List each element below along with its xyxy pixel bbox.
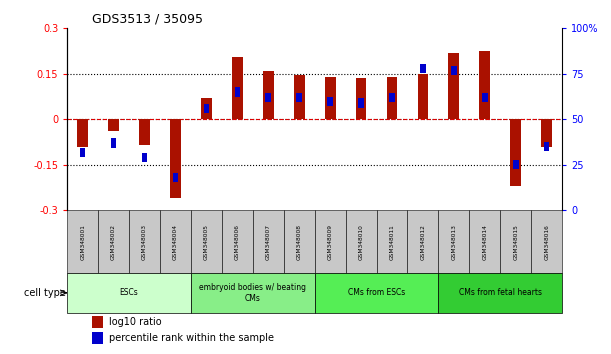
Bar xyxy=(356,78,367,119)
Text: GSM348003: GSM348003 xyxy=(142,224,147,260)
Bar xyxy=(315,210,346,273)
Bar xyxy=(448,53,459,119)
Bar xyxy=(510,119,521,186)
Bar xyxy=(232,57,243,119)
Text: GSM348013: GSM348013 xyxy=(452,224,456,259)
Bar xyxy=(315,273,439,313)
Text: GSM348005: GSM348005 xyxy=(204,224,209,260)
Bar xyxy=(284,210,315,273)
Bar xyxy=(129,210,160,273)
Bar xyxy=(201,98,212,119)
Bar xyxy=(191,273,315,313)
Bar xyxy=(67,210,98,273)
Text: CMs from fetal hearts: CMs from fetal hearts xyxy=(459,289,542,297)
Text: percentile rank within the sample: percentile rank within the sample xyxy=(109,333,274,343)
Bar xyxy=(139,119,150,145)
Bar xyxy=(500,210,531,273)
Bar xyxy=(92,332,103,344)
Bar xyxy=(482,93,488,102)
Bar xyxy=(451,65,456,75)
Text: GDS3513 / 35095: GDS3513 / 35095 xyxy=(92,13,203,26)
Bar xyxy=(469,210,500,273)
Bar xyxy=(294,75,305,119)
Bar xyxy=(358,98,364,108)
Bar xyxy=(108,119,119,131)
Bar xyxy=(387,77,397,119)
Bar xyxy=(67,273,191,313)
Text: GSM348014: GSM348014 xyxy=(482,224,488,259)
Bar xyxy=(531,210,562,273)
Text: GSM348006: GSM348006 xyxy=(235,224,240,259)
Bar xyxy=(235,87,240,97)
Text: GSM348009: GSM348009 xyxy=(327,224,332,260)
Text: GSM348008: GSM348008 xyxy=(297,224,302,260)
Bar xyxy=(439,210,469,273)
Bar xyxy=(191,210,222,273)
Bar xyxy=(327,97,333,106)
Text: GSM348011: GSM348011 xyxy=(389,224,395,259)
Bar xyxy=(544,142,549,151)
Bar xyxy=(142,153,147,162)
Bar xyxy=(111,138,116,148)
Bar xyxy=(266,93,271,102)
Text: GSM348016: GSM348016 xyxy=(544,224,549,259)
Text: CMs from ESCs: CMs from ESCs xyxy=(348,289,405,297)
Text: GSM348002: GSM348002 xyxy=(111,224,116,260)
Bar xyxy=(98,210,129,273)
Bar xyxy=(408,210,439,273)
Text: GSM348012: GSM348012 xyxy=(420,224,425,259)
Text: cell type: cell type xyxy=(24,288,65,298)
Bar xyxy=(346,210,376,273)
Text: ESCs: ESCs xyxy=(120,289,139,297)
Text: embryoid bodies w/ beating
CMs: embryoid bodies w/ beating CMs xyxy=(199,283,306,303)
Text: log10 ratio: log10 ratio xyxy=(109,317,162,327)
Bar xyxy=(160,210,191,273)
Bar xyxy=(541,119,552,147)
Bar xyxy=(222,210,253,273)
Bar xyxy=(80,148,86,157)
Bar xyxy=(513,160,519,170)
Bar xyxy=(170,119,181,198)
Bar xyxy=(263,71,274,119)
Bar xyxy=(420,64,426,73)
Bar xyxy=(324,77,335,119)
Bar xyxy=(480,51,490,119)
Bar xyxy=(439,273,562,313)
Bar xyxy=(417,74,428,119)
Text: GSM348015: GSM348015 xyxy=(513,224,518,259)
Bar xyxy=(203,104,209,113)
Text: GSM348001: GSM348001 xyxy=(80,224,85,259)
Bar xyxy=(92,316,103,328)
Bar xyxy=(389,93,395,102)
Bar xyxy=(77,119,88,147)
Bar xyxy=(376,210,408,273)
Bar xyxy=(296,93,302,102)
Text: GSM348004: GSM348004 xyxy=(173,224,178,260)
Text: GSM348010: GSM348010 xyxy=(359,224,364,259)
Bar xyxy=(173,173,178,182)
Bar xyxy=(253,210,284,273)
Text: GSM348007: GSM348007 xyxy=(266,224,271,260)
